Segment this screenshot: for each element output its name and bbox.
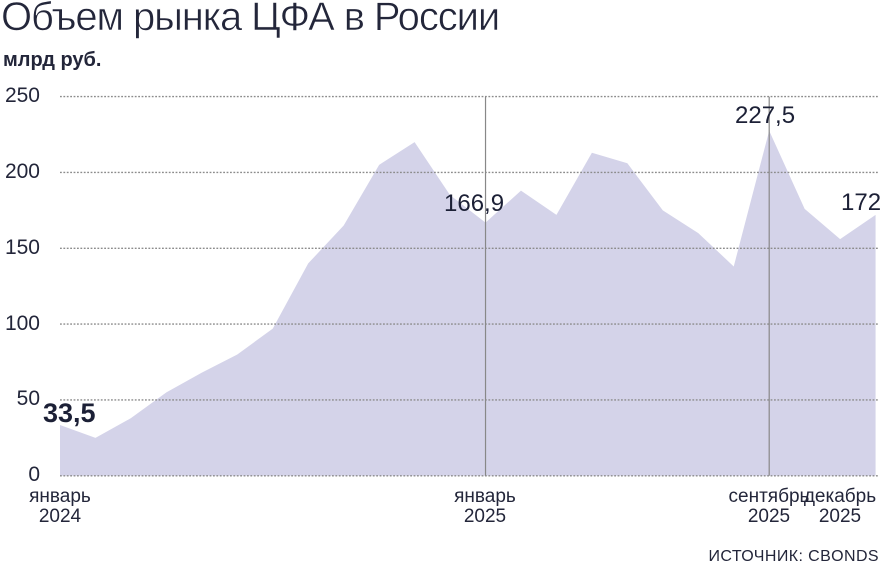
svg-text:200: 200: [5, 160, 40, 183]
svg-text:2024: 2024: [39, 506, 82, 527]
svg-text:январь: январь: [29, 486, 91, 507]
svg-text:150: 150: [5, 236, 40, 259]
svg-text:2025: 2025: [819, 506, 861, 527]
svg-text:172: 172: [841, 189, 881, 216]
svg-text:2025: 2025: [464, 506, 506, 527]
svg-text:0: 0: [28, 463, 40, 486]
svg-text:50: 50: [17, 387, 40, 410]
svg-text:227,5: 227,5: [735, 102, 795, 129]
svg-text:декабрь: декабрь: [804, 486, 876, 507]
svg-text:ИСТОЧНИК: CBONDS: ИСТОЧНИК: CBONDS: [709, 548, 879, 565]
svg-text:2025: 2025: [748, 506, 790, 527]
svg-text:250: 250: [5, 84, 40, 107]
svg-text:100: 100: [5, 312, 40, 335]
svg-text:166,9: 166,9: [444, 190, 504, 217]
svg-text:сентябрь: сентябрь: [729, 486, 810, 507]
svg-text:январь: январь: [454, 486, 516, 507]
svg-text:33,5: 33,5: [43, 398, 96, 428]
